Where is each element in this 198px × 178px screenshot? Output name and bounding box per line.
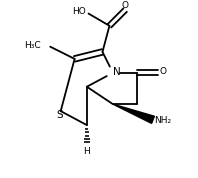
- Text: O: O: [160, 67, 167, 76]
- Text: NH₂: NH₂: [154, 116, 171, 125]
- Text: H: H: [83, 147, 90, 156]
- Text: N: N: [113, 67, 121, 77]
- Text: H₃C: H₃C: [24, 41, 41, 50]
- Text: HO: HO: [72, 7, 86, 16]
- Text: O: O: [122, 1, 129, 10]
- Polygon shape: [113, 104, 154, 123]
- Text: S: S: [56, 111, 63, 121]
